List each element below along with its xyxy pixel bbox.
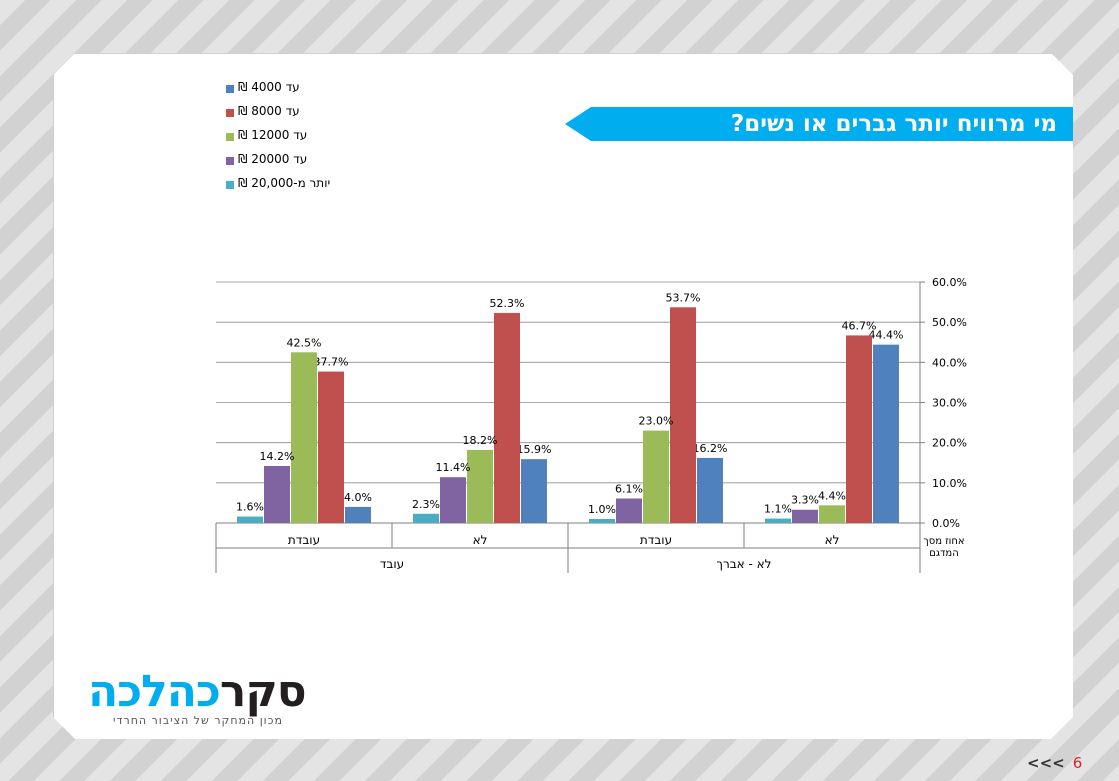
bar [846, 335, 872, 523]
data-label: 4.4% [818, 489, 846, 502]
bar [792, 509, 818, 523]
logo-text-dark: סקר [219, 666, 307, 717]
bar [291, 352, 317, 523]
data-label: 44.4% [869, 329, 904, 342]
bar [697, 457, 723, 523]
bar [765, 518, 791, 523]
bar [345, 506, 371, 523]
data-label: 11.4% [436, 461, 471, 474]
bar [589, 518, 615, 523]
logo-wordmark: סקרכהלכה [88, 666, 307, 717]
legend-label: עד 8000 ₪ [238, 104, 300, 118]
y-tick-label: 10.0% [932, 477, 967, 490]
data-label: 1.6% [236, 501, 264, 514]
data-label: 46.7% [842, 319, 877, 332]
data-label: 4.0% [344, 491, 372, 504]
legend-item: עד 20000 ₪ [222, 152, 422, 176]
bar [616, 498, 642, 523]
bar [819, 505, 845, 523]
bar [670, 307, 696, 523]
data-label: 1.0% [588, 503, 616, 516]
y-axis-title-line2: המדגם [929, 548, 959, 559]
legend-label: עד 12000 ₪ [238, 128, 308, 142]
slide-title: מי מרוויח יותר גברים או נשים? [730, 111, 1057, 137]
bar [264, 465, 290, 523]
data-label: 53.7% [666, 291, 701, 304]
legend-item: יותר מ-20,000 ₪ [222, 176, 422, 200]
bar [440, 477, 466, 523]
legend-label: עד 4000 ₪ [238, 80, 300, 94]
data-label: 16.2% [693, 442, 728, 455]
category-label: לא [825, 533, 840, 547]
category-label: עובדת [640, 533, 672, 547]
data-label: 15.9% [517, 443, 552, 456]
y-tick-label: 20.0% [932, 437, 967, 450]
page-number: 6 [1072, 754, 1083, 772]
legend-swatch [226, 181, 234, 189]
data-label: 37.7% [314, 356, 349, 369]
bar [237, 516, 263, 523]
logo-subtitle: מכון המחקר של הציבור החרדי [113, 714, 283, 727]
bar [873, 344, 899, 523]
bar [521, 459, 547, 523]
y-tick-label: 50.0% [932, 316, 967, 329]
category-label: לא [473, 533, 488, 547]
y-tick-label: 60.0% [932, 276, 967, 289]
logo-text-blue: כהלכה [88, 666, 221, 717]
back-arrows-icon[interactable]: <<< [1027, 754, 1065, 772]
bar [494, 312, 520, 523]
data-label: 2.3% [412, 498, 440, 511]
y-tick-label: 0.0% [932, 517, 960, 530]
legend-swatch [226, 109, 234, 117]
data-label: 18.2% [463, 434, 498, 447]
bar [643, 430, 669, 523]
legend-item: עד 4000 ₪ [222, 80, 422, 104]
legend-item: עד 12000 ₪ [222, 128, 422, 152]
legend-item: עד 8000 ₪ [222, 104, 422, 128]
data-label: 6.1% [615, 482, 643, 495]
data-label: 14.2% [260, 450, 295, 463]
data-label: 52.3% [490, 297, 525, 310]
legend-swatch [226, 133, 234, 141]
chart-legend: עד 4000 ₪ עד 8000 ₪ עד 12000 ₪ עד 20000 ₪ יו… [222, 80, 422, 200]
page-navigation[interactable]: <<< 6 [1027, 754, 1082, 772]
logo: סקרכהלכה מכון המחקר של הציבור החרדי [88, 666, 318, 732]
y-tick-label: 30.0% [932, 397, 967, 410]
data-label: 1.1% [764, 503, 792, 516]
legend-label: יותר מ-20,000 ₪ [238, 176, 331, 190]
bar [413, 513, 439, 523]
legend-swatch [226, 157, 234, 165]
category-label: עובדת [288, 533, 320, 547]
data-label: 23.0% [639, 415, 674, 428]
group-label: עובד [380, 557, 404, 571]
y-tick-label: 40.0% [932, 356, 967, 369]
y-axis-title-line1: אחוז מסך [923, 536, 964, 547]
legend-swatch [226, 85, 234, 93]
bar [467, 449, 493, 523]
slide-card [53, 53, 1073, 739]
data-label: 3.3% [791, 494, 819, 507]
bar [318, 371, 344, 523]
data-label: 42.5% [287, 336, 322, 349]
group-label: לא - אברך [717, 557, 772, 571]
legend-label: עד 20000 ₪ [238, 152, 308, 166]
title-banner: מי מרוויח יותר גברים או נשים? [565, 107, 1073, 141]
